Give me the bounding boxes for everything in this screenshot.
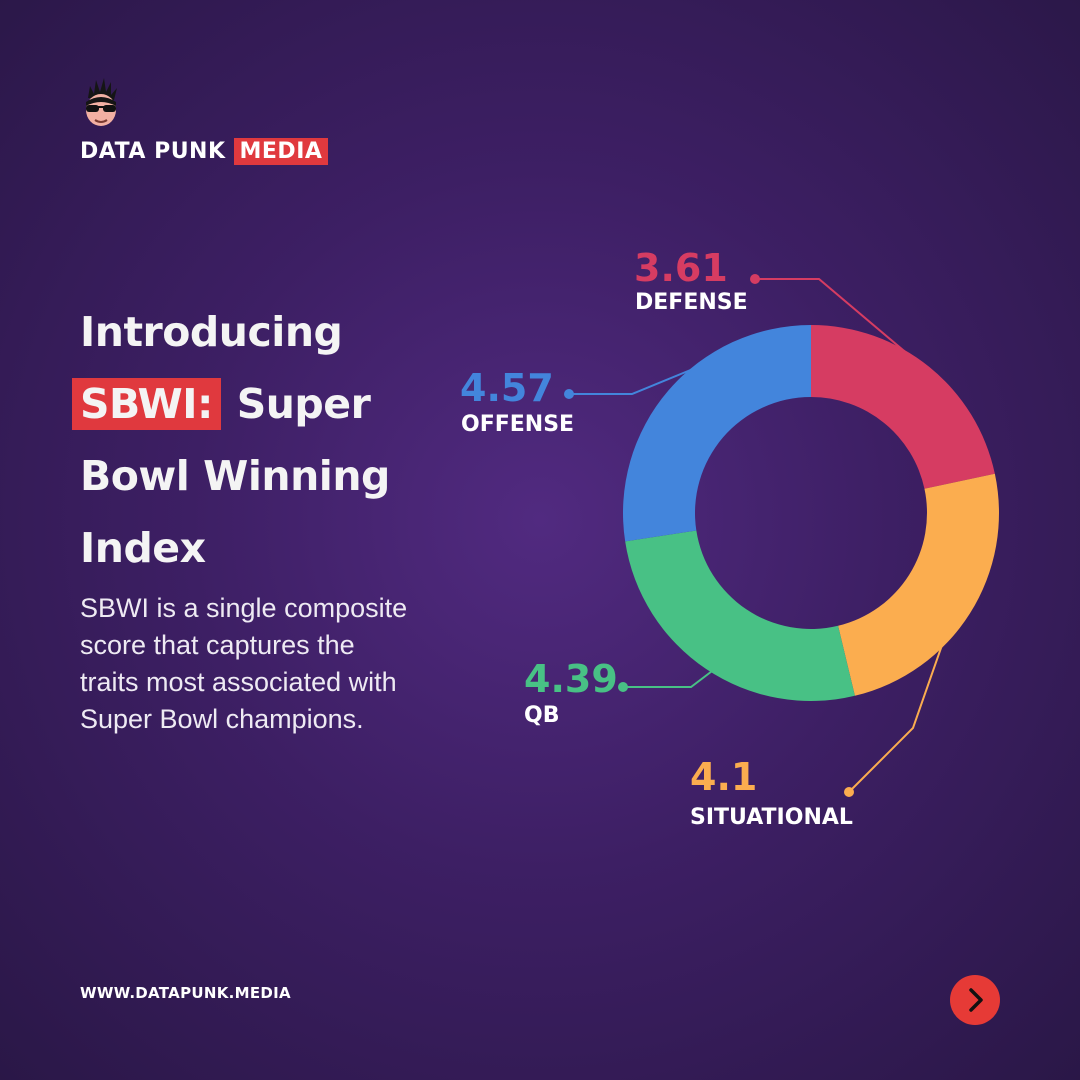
leader-line-qb	[623, 669, 714, 688]
brand-tag: MEDIA	[233, 138, 329, 165]
value-label-defense: 3.61	[634, 246, 728, 290]
headline-line-1: Introducing	[80, 308, 343, 356]
chevron-right-icon	[969, 988, 983, 1012]
slice-offense	[622, 325, 811, 542]
category-label-situational: SITUATIONAL	[690, 805, 853, 830]
leader-line-situational	[848, 644, 943, 793]
category-label-offense: OFFENSE	[461, 412, 574, 437]
headline: Introducing SBWI: Super Bowl Winning Ind…	[72, 296, 420, 584]
slice-situational	[838, 473, 999, 696]
website-link[interactable]: WWW.DATAPUNK.MEDIA	[80, 984, 291, 1002]
headline-highlight: SBWI:	[72, 378, 221, 430]
value-label-qb: 4.39	[524, 657, 618, 701]
value-label-situational: 4.1	[690, 755, 757, 799]
description: SBWI is a single composite score that ca…	[80, 593, 408, 734]
category-label-defense: DEFENSE	[635, 290, 748, 315]
leader-dot-offense	[564, 389, 574, 399]
headline-line-2-rest: Super	[236, 380, 371, 428]
next-button[interactable]	[950, 975, 1000, 1025]
brand-name: DATA PUNK	[80, 139, 226, 164]
value-label-offense: 4.57	[460, 366, 554, 410]
leader-dot-defense	[750, 274, 760, 284]
leader-dot-situational	[844, 787, 854, 797]
leader-line-offense	[569, 367, 694, 395]
leader-dot-qb	[618, 682, 628, 692]
slice-defense	[811, 325, 995, 489]
punk-avatar-icon	[86, 78, 117, 126]
slice-qb	[625, 530, 855, 701]
headline-line-2: SBWI: Super	[72, 368, 420, 440]
leader-line-defense	[755, 278, 909, 356]
category-label-qb: QB	[524, 703, 559, 728]
headline-line-4: Index	[80, 524, 206, 572]
headline-line-3: Bowl Winning	[80, 452, 390, 500]
